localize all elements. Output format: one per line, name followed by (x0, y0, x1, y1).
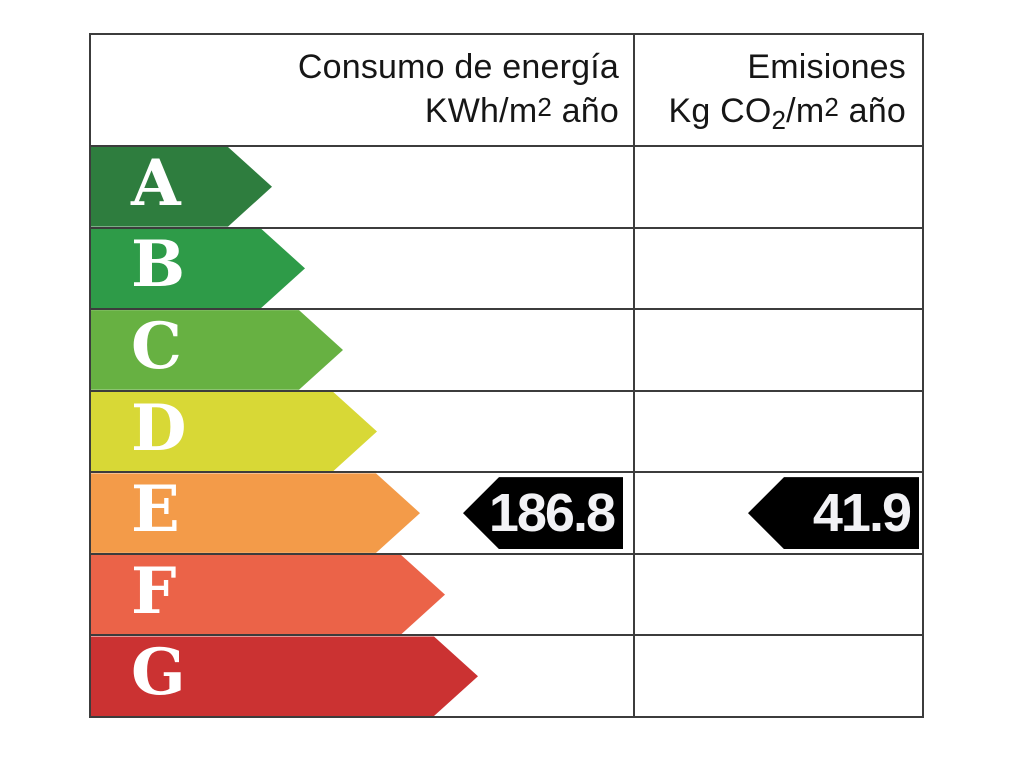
rating-letter-d: D (131, 390, 187, 466)
rating-letter-c: C (131, 308, 182, 384)
subscript-2: 2 (771, 105, 787, 135)
rating-arrow-a: A (91, 147, 272, 227)
consumption-header-units: KWh/m2 año (424, 92, 619, 130)
rating-row-c: C (91, 308, 922, 390)
consumption-header-line1: Consumo de energía (297, 48, 619, 86)
rating-arrow-f: F (91, 555, 445, 635)
rating-row-a: A (91, 147, 922, 227)
energy-rating-label: Consumo de energía KWh/m2 año Emisiones … (89, 33, 924, 718)
rating-letter-a: A (131, 145, 181, 221)
rating-rows: A B C D E 186.8 41.9 F G (91, 147, 922, 716)
rating-arrow-e: E (91, 473, 420, 553)
rating-arrow-c: C (91, 310, 343, 390)
rating-row-f: F (91, 552, 922, 635)
column-divider (633, 35, 635, 716)
superscript-2: 2 (537, 92, 553, 122)
emissions-column-header: Emisiones Kg CO2/m2 año (633, 35, 922, 145)
rating-arrow-b: B (91, 229, 305, 309)
consumption-value-arrow: 186.8 (463, 477, 623, 550)
consumption-column-header: Consumo de energía KWh/m2 año (91, 35, 633, 145)
rating-letter-g: G (131, 635, 186, 711)
table-header: Consumo de energía KWh/m2 año Emisiones … (91, 35, 922, 147)
rating-letter-b: B (131, 227, 186, 303)
emissions-value: 41.9 (812, 483, 912, 544)
rating-letter-e: E (131, 472, 180, 548)
rating-row-d: D (91, 389, 922, 472)
emissions-header-units: Kg CO2/m2 año (668, 92, 906, 135)
rating-row-e: E 186.8 41.9 (91, 471, 922, 553)
rating-row-b: B (91, 226, 922, 309)
consumption-value: 186.8 (488, 483, 616, 544)
superscript-2: 2 (824, 92, 840, 122)
rating-arrow-g: G (91, 636, 478, 716)
rating-row-g: G (91, 634, 922, 716)
rating-arrow-d: D (91, 392, 377, 472)
emissions-header-line1: Emisiones (747, 48, 906, 86)
rating-letter-f: F (131, 553, 177, 629)
emissions-value-arrow: 41.9 (748, 477, 919, 550)
